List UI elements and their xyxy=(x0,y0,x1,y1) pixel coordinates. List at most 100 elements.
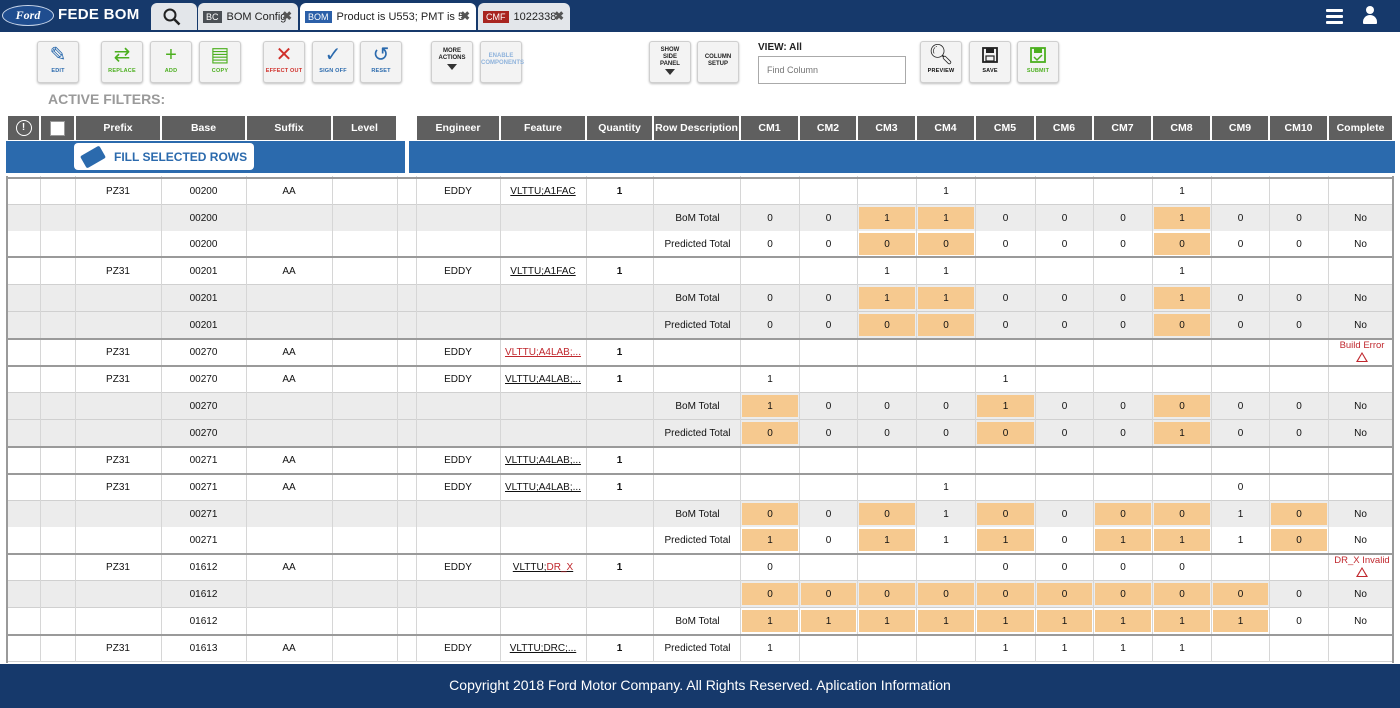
header-level[interactable]: Level xyxy=(333,116,396,140)
cell-cm10[interactable]: 0 xyxy=(1296,293,1302,304)
cell-cm7[interactable]: 0 xyxy=(1120,213,1126,224)
cell-cm5[interactable]: 0 xyxy=(1002,320,1009,331)
cell-cm6[interactable]: 1 xyxy=(1061,643,1068,654)
cell-cm2[interactable]: 0 xyxy=(825,401,832,412)
table-row[interactable]: 00270 BoM Total 1 0 0 0 1 0 0 0 0 0 No xyxy=(8,393,1392,420)
cell-feature[interactable]: VLTTU;A4LAB;... xyxy=(501,474,585,501)
header-complete[interactable]: Complete xyxy=(1329,116,1392,140)
cell-cm5[interactable]: 0 xyxy=(977,422,1034,444)
cell-cm3[interactable]: 0 xyxy=(884,401,890,412)
cell-cm3[interactable]: 1 xyxy=(859,287,915,309)
enable-components-button[interactable]: ENABLE COMPONENTS xyxy=(480,41,524,83)
select-all-checkbox[interactable] xyxy=(50,120,65,136)
cell-cm5[interactable]: 0 xyxy=(1002,293,1009,304)
table-row[interactable]: 00200 BoM Total 0 0 1 1 0 0 0 1 0 0 No xyxy=(8,205,1392,232)
replace-button[interactable]: ⇄ REPLACE xyxy=(101,41,143,83)
header-cm4[interactable]: CM4 xyxy=(917,116,974,140)
cell-cm5[interactable]: 1 xyxy=(1002,374,1009,385)
cell-cm8[interactable]: 0 xyxy=(1154,583,1210,605)
cell-cm9[interactable]: 0 xyxy=(1237,320,1244,331)
cell-feature[interactable]: VLTTU;A1FAC xyxy=(501,178,585,205)
cell-cm6[interactable]: 0 xyxy=(1061,213,1068,224)
table-row[interactable]: PZ31 00270 AA EDDY VLTTU;A4LAB;... 1 1 1 xyxy=(8,366,1392,393)
cell-cm3[interactable]: 0 xyxy=(859,503,915,525)
tab-bom-product[interactable]: BOM Product is U553; PMT is 5* ✖ xyxy=(300,3,476,30)
cell-cm1[interactable]: 0 xyxy=(767,293,773,304)
cell-feature[interactable]: VLTTU;A4LAB;... xyxy=(501,339,585,366)
cell-cm1[interactable]: 1 xyxy=(742,395,798,417)
header-suffix[interactable]: Suffix xyxy=(247,116,331,140)
add-button[interactable]: + ADD xyxy=(150,41,192,83)
error-indicator[interactable]: Build Error xyxy=(1329,341,1395,362)
cell-cm2[interactable]: 0 xyxy=(825,535,832,546)
cell-cm8[interactable]: 0 xyxy=(1154,503,1210,525)
cell-cm4[interactable]: 1 xyxy=(943,482,949,493)
cell-cm5[interactable]: 0 xyxy=(1002,239,1009,250)
cell-cm6[interactable]: 0 xyxy=(1061,401,1068,412)
hamburger-menu-icon[interactable] xyxy=(1326,9,1343,27)
cell-cm1[interactable]: 0 xyxy=(767,239,773,250)
cell-cm7[interactable]: 1 xyxy=(1095,610,1151,632)
cell-cm7[interactable]: 1 xyxy=(1120,643,1126,654)
reset-button[interactable]: ↺ RESET xyxy=(360,41,402,83)
header-cm6[interactable]: CM6 xyxy=(1036,116,1092,140)
cell-cm7[interactable]: 0 xyxy=(1120,293,1126,304)
cell-cm1[interactable]: 0 xyxy=(767,320,773,331)
feature-link[interactable]: VLTTU;A4LAB;... xyxy=(505,482,581,493)
cell-cm1[interactable]: 0 xyxy=(742,503,798,525)
header-cm8[interactable]: CM8 xyxy=(1153,116,1210,140)
cell-cm10[interactable]: 0 xyxy=(1296,589,1302,600)
cell-cm9[interactable]: 0 xyxy=(1237,239,1244,250)
show-side-panel-button[interactable]: SHOW SIDE PANEL xyxy=(649,41,691,83)
cell-feature[interactable]: VLTTU;DR_X xyxy=(501,554,585,581)
cell-cm10[interactable]: 0 xyxy=(1296,428,1302,439)
cell-cm8[interactable]: 1 xyxy=(1179,643,1185,654)
cell-cm3[interactable]: 0 xyxy=(859,233,915,255)
feature-invalid-part[interactable]: DR_X xyxy=(546,562,574,573)
cell-cm4[interactable]: 0 xyxy=(918,314,974,336)
cell-cm4[interactable]: 1 xyxy=(943,186,949,197)
cell-cm4[interactable]: 1 xyxy=(918,610,974,632)
cell-cm7[interactable]: 0 xyxy=(1120,401,1126,412)
cell-cm5[interactable]: 1 xyxy=(1002,643,1009,654)
header-cm5[interactable]: CM5 xyxy=(976,116,1034,140)
table-row[interactable]: PZ31 01613 AA EDDY VLTTU;DRC;... 1 Predicted T… xyxy=(8,635,1392,662)
cell-cm8[interactable]: 1 xyxy=(1154,529,1210,551)
cell-cm8[interactable]: 0 xyxy=(1154,314,1210,336)
cell-cm5[interactable]: 1 xyxy=(977,395,1034,417)
cell-cm9[interactable]: 0 xyxy=(1237,293,1244,304)
cell-cm7[interactable]: 0 xyxy=(1095,503,1151,525)
cell-cm7[interactable]: 0 xyxy=(1120,428,1126,439)
cell-cm9[interactable]: 1 xyxy=(1237,509,1244,520)
cell-cm6[interactable]: 0 xyxy=(1037,583,1092,605)
error-indicator[interactable]: DR_X Invalid xyxy=(1329,556,1395,577)
cell-cm3[interactable]: 1 xyxy=(859,529,915,551)
cell-cm6[interactable]: 0 xyxy=(1061,562,1068,573)
cell-cm3[interactable]: 0 xyxy=(884,428,890,439)
cell-cm4[interactable]: 1 xyxy=(943,266,949,277)
close-icon[interactable]: ✖ xyxy=(553,9,564,23)
cell-cm1[interactable]: 1 xyxy=(767,374,773,385)
cell-cm9[interactable]: 0 xyxy=(1237,482,1244,493)
cell-cm1[interactable]: 0 xyxy=(742,583,798,605)
tab-cmf[interactable]: CMF 1022338 ✖ xyxy=(478,3,570,30)
cell-cm5[interactable]: 1 xyxy=(977,529,1034,551)
table-row[interactable]: 01612 0 0 0 0 0 0 0 0 0 0 No xyxy=(8,581,1392,608)
header-cm10[interactable]: CM10 xyxy=(1270,116,1327,140)
feature-link[interactable]: VLTTU;DR_X xyxy=(512,562,574,573)
feature-link[interactable]: VLTTU;A4LAB;... xyxy=(505,455,581,466)
feature-link[interactable]: VLTTU;DRC;... xyxy=(509,643,577,654)
cell-cm4[interactable]: 0 xyxy=(943,428,949,439)
cell-cm1[interactable]: 1 xyxy=(767,643,773,654)
table-row[interactable]: PZ31 00270 AA EDDY VLTTU;A4LAB;... 1 Build Err… xyxy=(8,339,1392,366)
submit-button[interactable]: SUBMIT xyxy=(1017,41,1059,83)
table-row[interactable]: PZ31 00200 AA EDDY VLTTU;A1FAC 1 1 1 xyxy=(8,178,1392,205)
cell-cm1[interactable]: 0 xyxy=(767,213,773,224)
cell-cm8[interactable]: 1 xyxy=(1154,422,1210,444)
more-actions-button[interactable]: MORE ACTIONS xyxy=(431,41,473,83)
cell-cm2[interactable]: 0 xyxy=(825,239,832,250)
table-row[interactable]: 01612 BoM Total 1 1 1 1 1 1 1 1 1 0 No xyxy=(8,608,1392,635)
close-icon[interactable]: ✖ xyxy=(459,9,470,23)
user-icon[interactable] xyxy=(1362,6,1378,24)
cell-cm6[interactable]: 0 xyxy=(1061,320,1068,331)
